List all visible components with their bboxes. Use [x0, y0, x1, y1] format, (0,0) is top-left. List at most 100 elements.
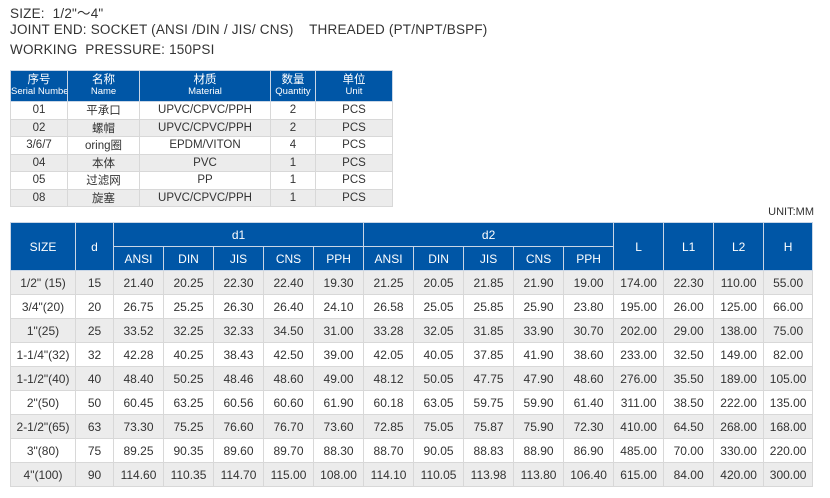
- cell-H: 220.00: [763, 438, 814, 463]
- parts-header-row: 序号 Serial Number 名称 Name 材质 Material 数量 Quan…: [10, 70, 393, 102]
- dimension-row: 2-1/2"(65) 63 73.30 75.25 76.60 76.70 73.60 72.…: [10, 414, 814, 439]
- header-d1-ansi: ANSI: [113, 246, 164, 271]
- cell-H: 66.00: [763, 294, 814, 319]
- cell-size: 4"(100): [10, 462, 76, 487]
- cell-d1-cns: 26.40: [263, 294, 314, 319]
- cell-d1-ansi: 114.60: [113, 462, 164, 487]
- cell-L1: 22.30: [663, 270, 715, 295]
- cell-quantity: 1: [270, 188, 316, 207]
- cell-d1-ansi: 48.40: [113, 366, 164, 391]
- cell-d2-ansi: 60.18: [363, 390, 415, 415]
- cell-name: 平承口: [67, 101, 140, 120]
- cell-d2-pph: 30.70: [563, 318, 615, 343]
- parts-row: 3/6/7 oring圈 EPDM/VITON 4 PCS: [10, 136, 393, 155]
- dimension-row: 3"(80) 75 89.25 90.35 89.60 89.70 88.30 88.70 90…: [10, 438, 814, 463]
- cell-H: 105.00: [763, 366, 814, 391]
- cell-quantity: 2: [270, 118, 316, 137]
- cell-size: 1-1/4"(32): [10, 342, 76, 367]
- cell-d2-din: 90.05: [413, 438, 465, 463]
- cell-d2-din: 110.05: [413, 462, 465, 487]
- header-d2-jis: JIS: [463, 246, 515, 271]
- cell-H: 55.00: [763, 270, 814, 295]
- cell-size: 1-1/2"(40): [10, 366, 76, 391]
- cell-d1-din: 110.35: [163, 462, 214, 487]
- header-name: 名称 Name: [67, 70, 140, 102]
- cell-L: 195.00: [613, 294, 665, 319]
- header-H: H: [763, 222, 814, 271]
- cell-d2-ansi: 33.28: [363, 318, 415, 343]
- cell-L2: 420.00: [713, 462, 765, 487]
- cell-L2: 330.00: [713, 438, 765, 463]
- cell-d2-ansi: 88.70: [363, 438, 415, 463]
- header-unit: 单位 Unit: [315, 70, 393, 102]
- cell-L2: 268.00: [713, 414, 765, 439]
- cell-d2-cns: 33.90: [513, 318, 565, 343]
- cell-size: 1/2" (15): [10, 270, 76, 295]
- cell-L2: 110.00: [713, 270, 765, 295]
- header-d1: d1: [112, 222, 365, 247]
- cell-d2-pph: 72.30: [563, 414, 615, 439]
- cell-d1-din: 25.25: [163, 294, 214, 319]
- cell-d1-pph: 73.60: [312, 414, 365, 439]
- cell-quantity: 1: [270, 171, 316, 190]
- cell-L: 311.00: [613, 390, 665, 415]
- cell-d: 25: [75, 318, 114, 343]
- cell-d1-jis: 60.56: [213, 390, 264, 415]
- cell-H: 82.00: [763, 342, 814, 367]
- cell-d2-jis: 113.98: [463, 462, 515, 487]
- cell-d2-jis: 25.85: [463, 294, 515, 319]
- cell-quantity: 4: [270, 136, 316, 155]
- cell-L1: 84.00: [663, 462, 715, 487]
- header-size: SIZE: [10, 222, 76, 271]
- cell-H: 300.00: [763, 462, 814, 487]
- cell-d1-jis: 26.30: [213, 294, 264, 319]
- header-d1-cns: CNS: [263, 246, 314, 271]
- cell-d1-cns: 89.70: [263, 438, 314, 463]
- cell-d2-ansi: 114.10: [363, 462, 415, 487]
- cell-material: PP: [139, 171, 271, 190]
- cell-d1-ansi: 60.45: [113, 390, 164, 415]
- cell-d: 20: [75, 294, 114, 319]
- cell-d2-cns: 47.90: [513, 366, 565, 391]
- dimension-row: 1-1/2"(40) 40 48.40 50.25 48.46 48.60 49.00 48.…: [10, 366, 814, 391]
- cell-d1-pph: 49.00: [312, 366, 365, 391]
- cell-d1-ansi: 89.25: [113, 438, 164, 463]
- cell-d1-jis: 76.60: [213, 414, 264, 439]
- cell-d1-pph: 39.00: [312, 342, 365, 367]
- parts-row: 01 平承口 UPVC/CPVC/PPH 2 PCS: [10, 101, 393, 120]
- cell-d2-pph: 106.40: [563, 462, 615, 487]
- dimension-row: 2"(50) 50 60.45 63.25 60.56 60.60 61.90 60.18 63…: [10, 390, 814, 415]
- cell-d2-jis: 31.85: [463, 318, 515, 343]
- cell-material: UPVC/CPVC/PPH: [139, 101, 271, 120]
- cell-quantity: 1: [270, 153, 316, 172]
- cell-d2-cns: 88.90: [513, 438, 565, 463]
- cell-d1-jis: 22.30: [213, 270, 264, 295]
- cell-d2-cns: 41.90: [513, 342, 565, 367]
- header-L: L: [613, 222, 665, 271]
- header-L2: L2: [713, 222, 765, 271]
- cell-d2-din: 20.05: [413, 270, 465, 295]
- cell-L2: 138.00: [713, 318, 765, 343]
- cell-L1: 29.00: [663, 318, 715, 343]
- cell-d2-cns: 75.90: [513, 414, 565, 439]
- cell-unit: PCS: [315, 153, 393, 172]
- cell-d1-cns: 48.60: [263, 366, 314, 391]
- cell-serial-number: 01: [10, 101, 68, 120]
- cell-material: PVC: [139, 153, 271, 172]
- cell-H: 75.00: [763, 318, 814, 343]
- parts-table: 序号 Serial Number 名称 Name 材质 Material 数量 Quan…: [10, 70, 393, 207]
- cell-d1-jis: 114.70: [213, 462, 264, 487]
- cell-serial-number: 04: [10, 153, 68, 172]
- cell-d1-jis: 32.33: [213, 318, 264, 343]
- cell-d1-din: 63.25: [163, 390, 214, 415]
- cell-d1-din: 75.25: [163, 414, 214, 439]
- cell-d2-din: 32.05: [413, 318, 465, 343]
- cell-unit: PCS: [315, 188, 393, 207]
- header-d2-cns: CNS: [513, 246, 565, 271]
- cell-d1-pph: 24.10: [312, 294, 365, 319]
- cell-serial-number: 3/6/7: [10, 136, 68, 155]
- cell-name: 旋塞: [67, 188, 140, 207]
- cell-d1-cns: 34.50: [263, 318, 314, 343]
- cell-L1: 38.50: [663, 390, 715, 415]
- cell-size: 1"(25): [10, 318, 76, 343]
